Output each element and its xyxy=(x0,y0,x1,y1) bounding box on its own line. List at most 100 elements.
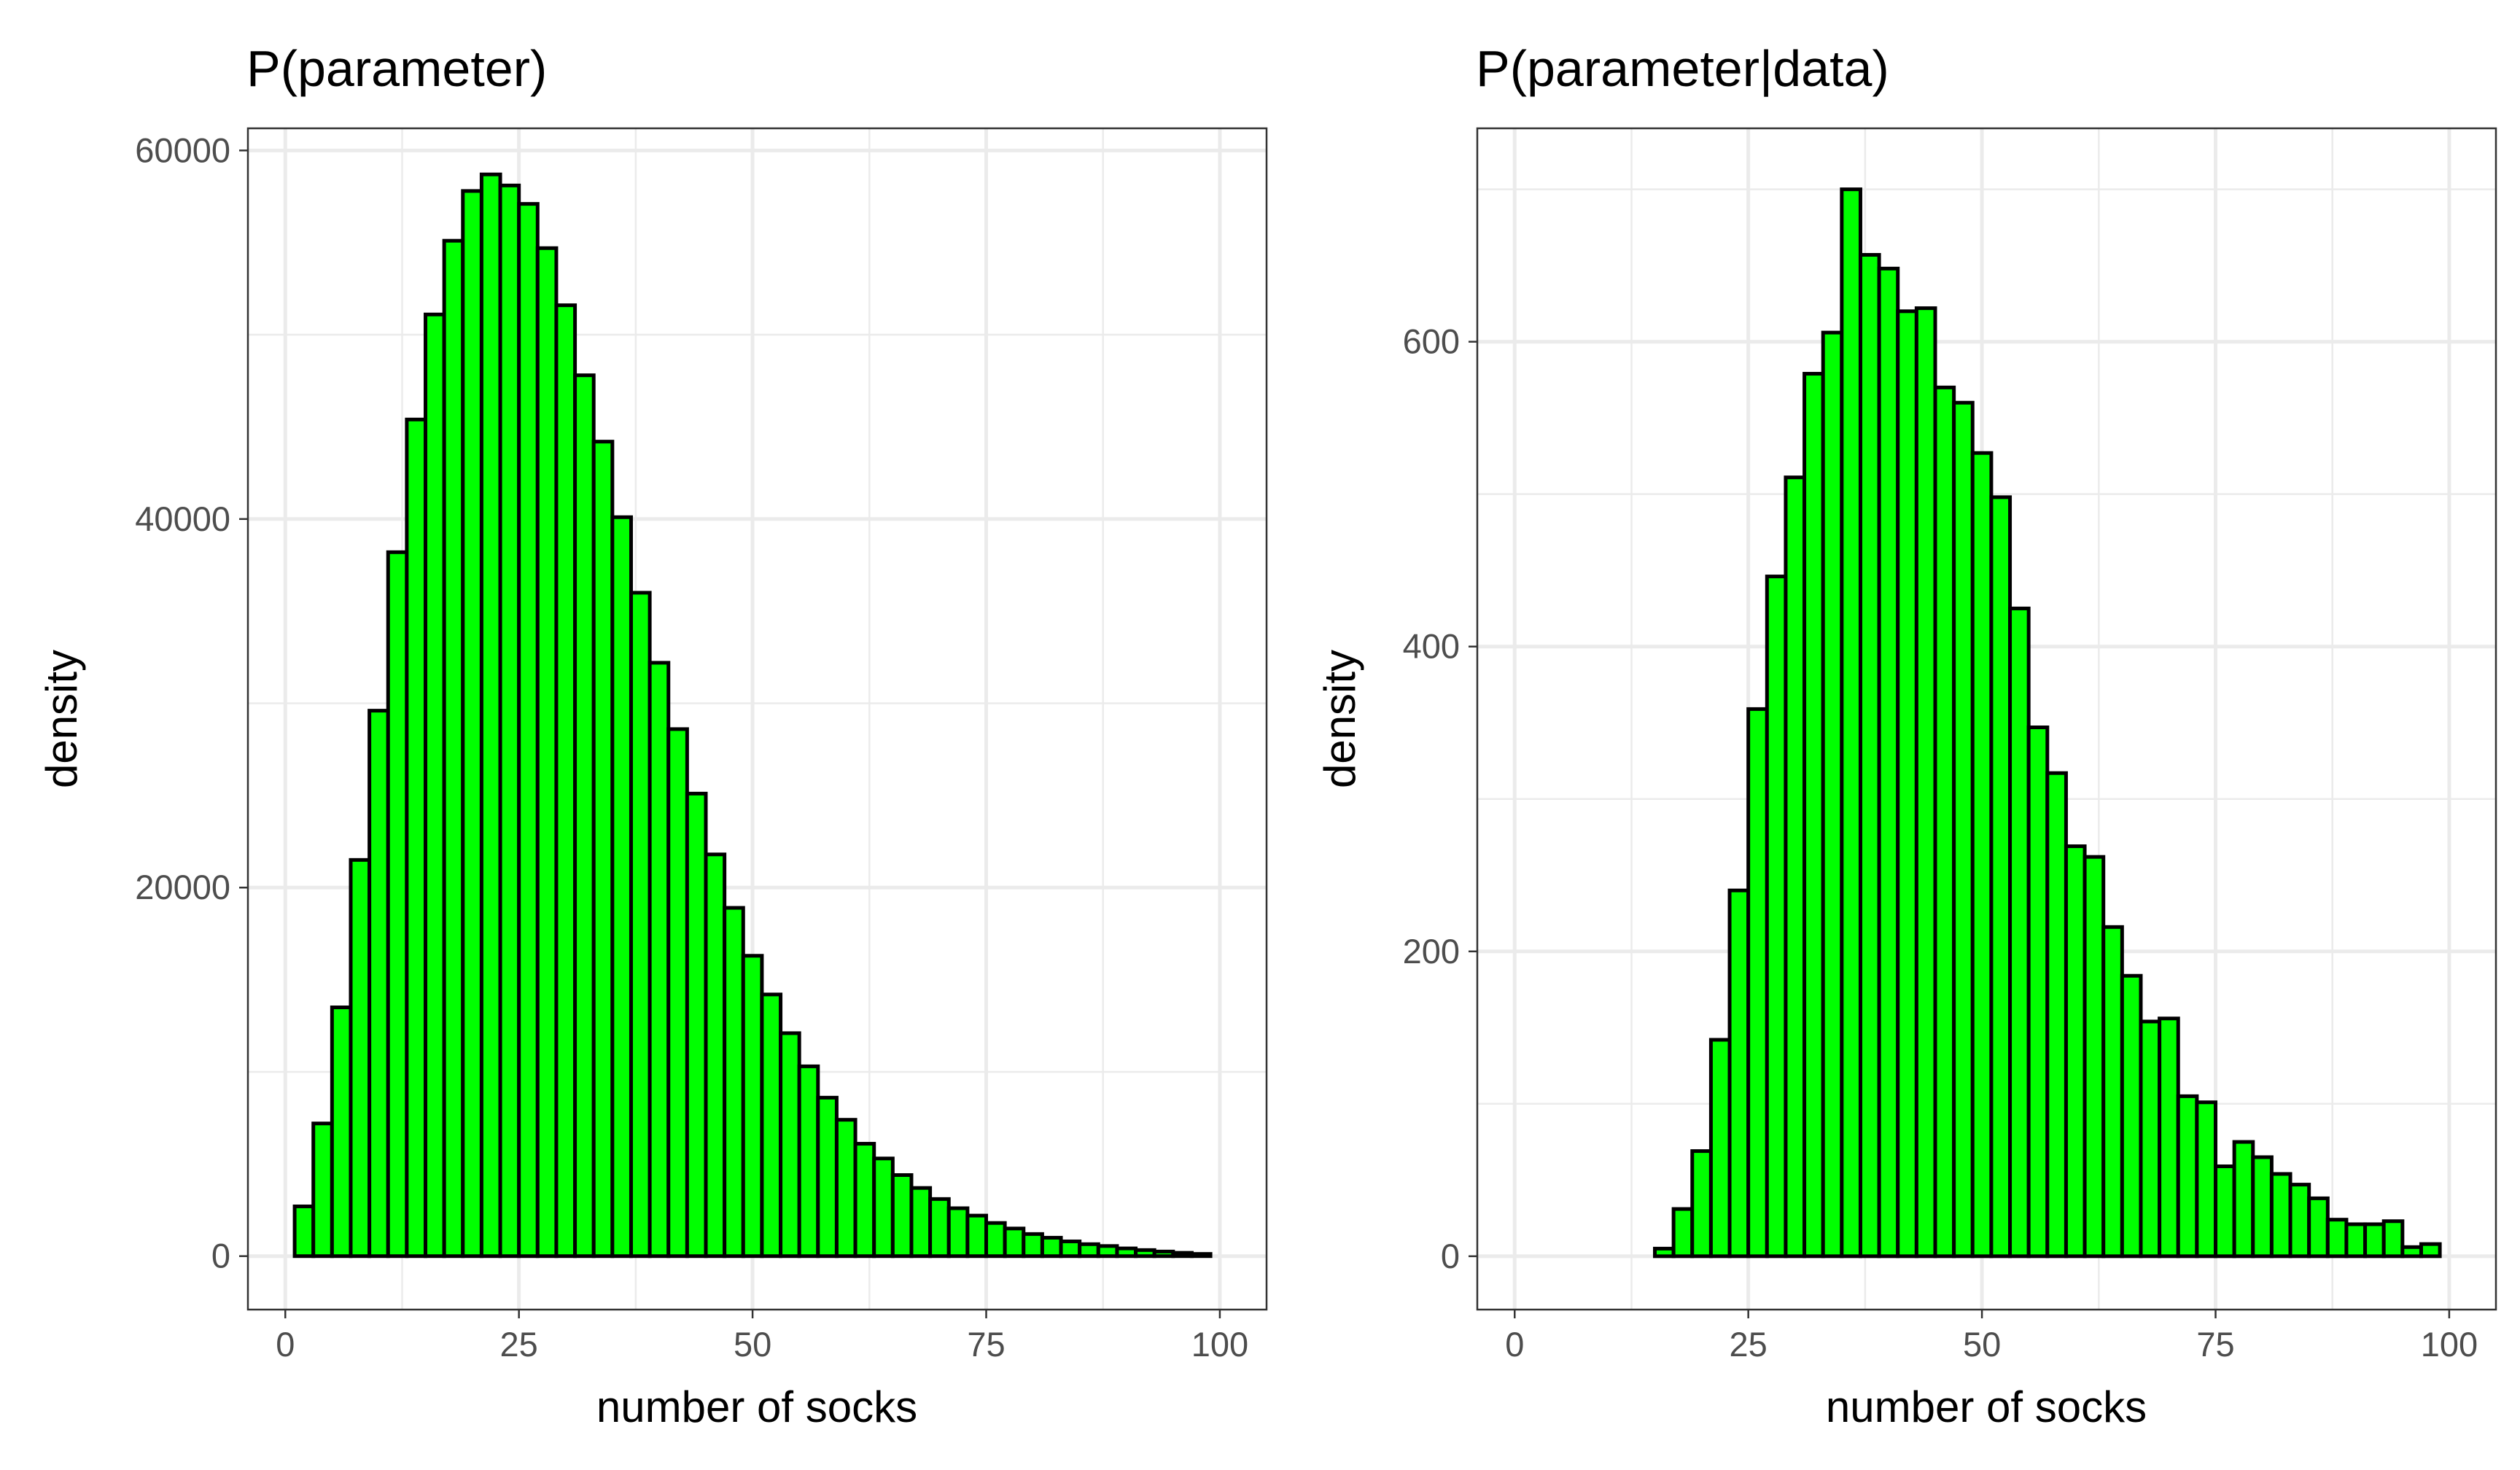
prior-x-axis: 0 25 50 75 100 xyxy=(276,1310,1248,1364)
posterior-bar xyxy=(1708,1038,1732,1259)
prior-x-tick-label: 50 xyxy=(734,1325,771,1364)
prior-bar xyxy=(704,852,727,1259)
prior-bar xyxy=(292,1204,316,1259)
prior-bar xyxy=(760,992,783,1259)
posterior-x-tick-label: 100 xyxy=(2421,1325,2478,1364)
prior-bar xyxy=(685,791,708,1259)
prior-bar xyxy=(311,1121,334,1259)
prior-bar xyxy=(479,172,502,1259)
prior-y-axis-title: density xyxy=(37,650,86,788)
posterior-bar xyxy=(2101,925,2124,1259)
posterior-y-tick-label: 600 xyxy=(1403,322,1460,361)
prior-x-axis-title: number of socks xyxy=(596,1382,917,1431)
prior-bar xyxy=(648,661,671,1259)
posterior-bar xyxy=(1821,330,1844,1259)
prior-y-axis: 0 20000 40000 60000 xyxy=(135,131,248,1275)
prior-y-tick-label: 40000 xyxy=(135,499,230,538)
posterior-title: P(parameter|data) xyxy=(1476,40,1889,97)
prior-bar xyxy=(1115,1246,1138,1259)
posterior-y-tick-label: 0 xyxy=(1441,1237,1460,1275)
prior-bar xyxy=(797,1064,820,1259)
posterior-bar xyxy=(1952,400,1975,1259)
prior-bar xyxy=(1134,1248,1156,1259)
posterior-bar xyxy=(2232,1140,2255,1259)
prior-bar xyxy=(984,1221,1007,1259)
prior-bar xyxy=(386,550,409,1259)
posterior-bar xyxy=(2008,606,2031,1259)
posterior-bar xyxy=(1858,252,1881,1259)
posterior-bar xyxy=(2195,1100,2218,1259)
prior-bar xyxy=(424,312,446,1259)
posterior-bar xyxy=(2082,855,2106,1259)
prior-bar xyxy=(610,515,633,1259)
prior-bar xyxy=(1189,1252,1213,1259)
posterior-bar xyxy=(1970,451,1994,1259)
posterior-bar xyxy=(2251,1155,2274,1259)
prior-x-tick-label: 75 xyxy=(967,1325,1005,1364)
posterior-bar xyxy=(1727,888,1751,1259)
prior-bar xyxy=(535,246,559,1259)
prior-bar xyxy=(405,417,428,1259)
prior-bar xyxy=(349,858,372,1259)
prior-bar xyxy=(573,373,596,1259)
prior-bar xyxy=(1171,1251,1194,1259)
prior-bar xyxy=(1022,1232,1044,1259)
posterior-bar xyxy=(1840,187,1862,1259)
prior-bar xyxy=(928,1197,951,1259)
posterior-y-tick-label: 400 xyxy=(1403,627,1460,666)
prior-bar xyxy=(890,1173,914,1259)
prior-panel-border xyxy=(246,127,1268,1311)
posterior-bar xyxy=(2288,1183,2311,1259)
prior-y-tick-label: 60000 xyxy=(135,131,230,169)
prior-bar xyxy=(330,1006,353,1259)
prior-bar xyxy=(442,238,465,1259)
prior-bar xyxy=(946,1206,970,1259)
prior-x-tick-label: 0 xyxy=(276,1325,295,1364)
prior-bar xyxy=(834,1118,858,1259)
prior-bar xyxy=(461,189,483,1259)
posterior-x-axis-title: number of socks xyxy=(1826,1382,2147,1431)
posterior-bar xyxy=(1653,1246,1676,1259)
posterior-panel-border xyxy=(1476,127,2497,1311)
prior-bar xyxy=(872,1156,895,1259)
prior-bar xyxy=(909,1186,933,1259)
posterior-bar xyxy=(1914,306,1937,1259)
posterior-x-tick-label: 75 xyxy=(2196,1325,2234,1364)
posterior-y-tick-label: 200 xyxy=(1403,932,1460,971)
posterior-bar xyxy=(1690,1149,1713,1259)
prior-title: P(parameter) xyxy=(246,40,547,97)
prior-bar xyxy=(853,1142,876,1259)
prior-y-tick-label: 20000 xyxy=(135,868,230,906)
posterior-bar xyxy=(2381,1219,2405,1259)
posterior-bar xyxy=(2158,1016,2180,1259)
posterior-x-tick-label: 25 xyxy=(1730,1325,1768,1364)
posterior-bar xyxy=(1877,266,1900,1259)
prior-bar xyxy=(1059,1239,1082,1259)
posterior-bar xyxy=(2120,973,2143,1259)
chart-prior: P(parameter) 0 25 50 75 100 0 20000 40000 60000… xyxy=(37,40,1268,1431)
posterior-bar xyxy=(2214,1164,2236,1259)
posterior-x-tick-label: 0 xyxy=(1505,1325,1524,1364)
posterior-bar xyxy=(2026,725,2050,1259)
posterior-x-tick-label: 50 xyxy=(1963,1325,2001,1364)
prior-bar xyxy=(1040,1235,1063,1259)
posterior-bar xyxy=(1989,495,2012,1259)
posterior-bar xyxy=(2419,1242,2442,1259)
posterior-y-axis-title: density xyxy=(1315,650,1364,788)
prior-bar xyxy=(554,303,578,1259)
prior-bar xyxy=(1152,1249,1175,1259)
posterior-bar xyxy=(1784,475,1807,1259)
posterior-bar xyxy=(2325,1218,2349,1259)
prior-bar xyxy=(779,1031,801,1259)
prior-bar xyxy=(816,1095,839,1259)
posterior-y-axis: 0 200 400 600 xyxy=(1403,322,1477,1275)
posterior-bar xyxy=(2176,1094,2199,1259)
posterior-bar xyxy=(1802,372,1825,1259)
posterior-bar xyxy=(1746,707,1769,1259)
prior-bar xyxy=(629,591,652,1259)
posterior-bar xyxy=(2400,1245,2423,1259)
prior-bar xyxy=(741,954,764,1259)
posterior-bar xyxy=(1765,575,1788,1259)
posterior-bar xyxy=(1933,385,1956,1259)
prior-bars xyxy=(292,172,1213,1259)
